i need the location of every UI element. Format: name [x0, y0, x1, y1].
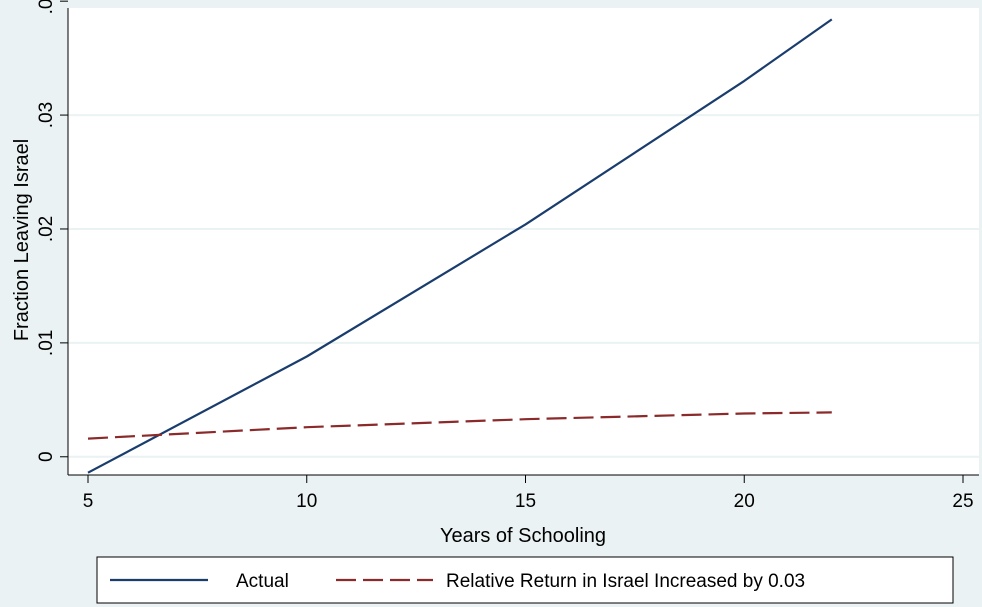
plot-area — [68, 8, 979, 475]
legend: Actual Relative Return in Israel Increas… — [96, 556, 954, 604]
y-tick-label-4: .04 — [36, 0, 57, 14]
x-tick-label-0: 5 — [83, 491, 94, 512]
legend-box — [96, 556, 954, 604]
legend-label-relative-return: Relative Return in Israel Increased by 0… — [446, 571, 805, 592]
y-tick-label-0: 0 — [36, 451, 57, 462]
y-tick-label-2: .02 — [36, 216, 57, 242]
y-tick-label-1: .01 — [36, 330, 57, 356]
y-axis-title: Fraction Leaving Israel — [11, 139, 33, 341]
series-line-0 — [87, 18, 833, 474]
x-tick-label-4: 25 — [952, 491, 973, 512]
series-layer — [87, 18, 833, 474]
x-ticks: 5 10 15 20 25 — [83, 475, 974, 512]
legend-label-actual: Actual — [236, 571, 289, 592]
y-ticks: 0 .01 .02 .03 .04 — [36, 0, 68, 462]
axis-layer — [67, 8, 979, 476]
x-axis-title: Years of Schooling — [440, 525, 606, 547]
x-tick-label-2: 15 — [515, 491, 536, 512]
x-tick-label-3: 20 — [734, 491, 755, 512]
x-tick-label-1: 10 — [296, 491, 317, 512]
grid-layer — [68, 0, 979, 458]
y-tick-label-3: .03 — [36, 102, 57, 128]
series-line-1 — [87, 411, 832, 440]
